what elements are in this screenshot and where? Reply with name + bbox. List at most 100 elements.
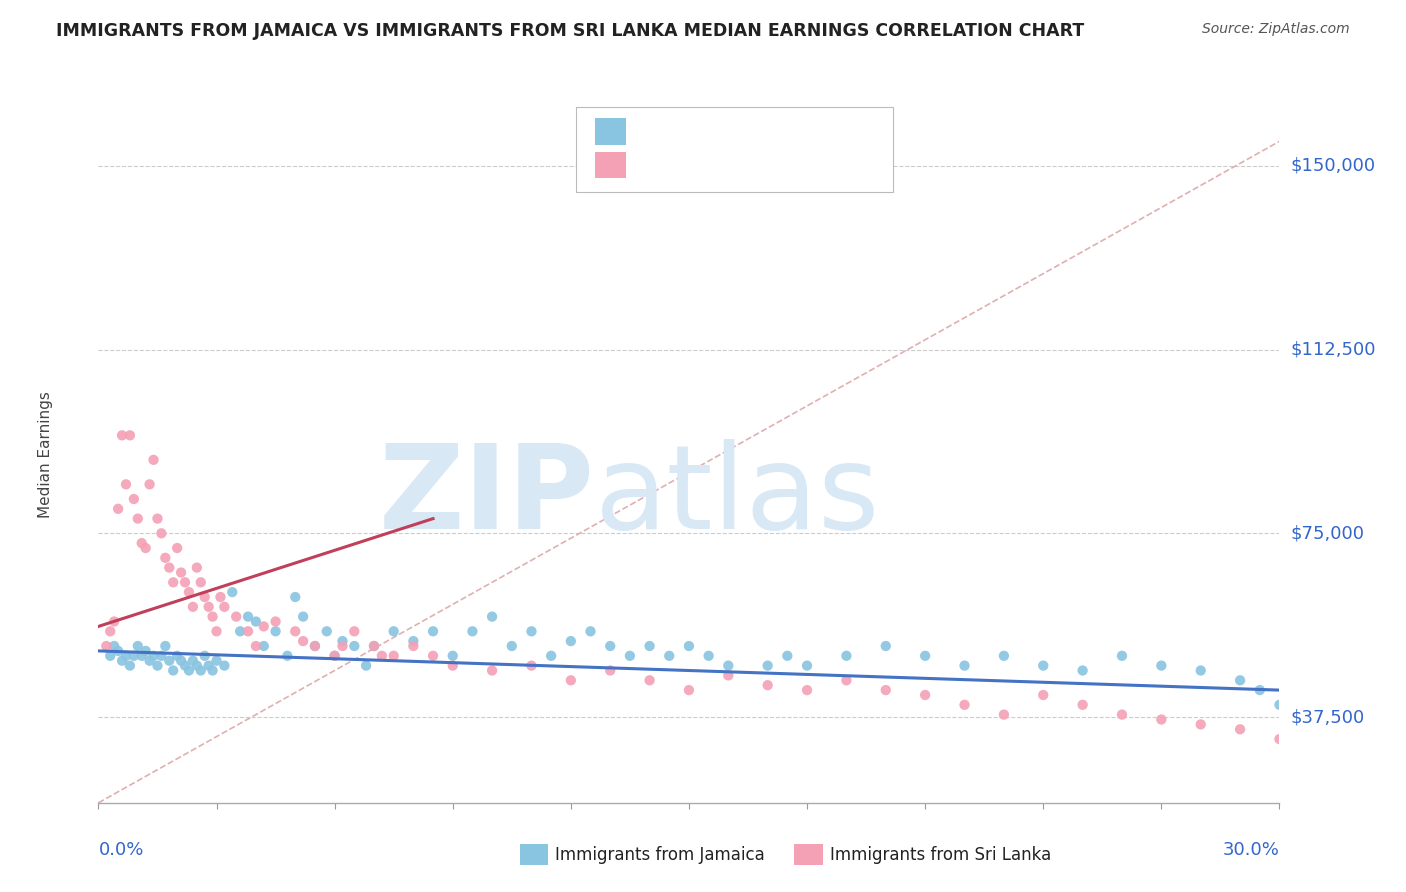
Point	[103, 639, 125, 653]
Point	[201, 609, 224, 624]
Point	[181, 599, 204, 614]
Point	[678, 639, 700, 653]
Text: R = -0.244   N = 88: R = -0.244 N = 88	[634, 122, 797, 140]
Point	[181, 654, 204, 668]
Point	[142, 452, 165, 467]
Point	[599, 664, 621, 678]
Point	[115, 477, 138, 491]
Point	[382, 624, 405, 639]
Point	[197, 599, 219, 614]
Point	[315, 624, 337, 639]
Point	[214, 658, 236, 673]
Point	[560, 673, 582, 688]
Point	[1032, 658, 1054, 673]
Text: R =  0.222   N = 69: R = 0.222 N = 69	[634, 156, 797, 174]
Point	[619, 648, 641, 663]
Point	[111, 428, 134, 442]
Point	[122, 648, 145, 663]
Point	[174, 575, 197, 590]
Point	[304, 639, 326, 653]
Point	[717, 668, 740, 682]
Point	[177, 585, 200, 599]
Text: Immigrants from Jamaica: Immigrants from Jamaica	[555, 846, 765, 863]
Point	[697, 648, 720, 663]
Point	[1229, 723, 1251, 737]
Point	[131, 648, 153, 663]
Point	[599, 639, 621, 653]
Point	[253, 639, 276, 653]
Point	[292, 609, 315, 624]
Point	[1071, 664, 1094, 678]
Point	[221, 585, 243, 599]
Point	[520, 658, 543, 673]
Point	[118, 658, 141, 673]
Point	[717, 658, 740, 673]
Point	[481, 664, 503, 678]
Point	[284, 624, 307, 639]
Point	[953, 658, 976, 673]
Point	[245, 639, 267, 653]
Point	[157, 560, 180, 574]
Point	[875, 639, 897, 653]
Point	[402, 639, 425, 653]
Point	[1150, 658, 1173, 673]
Text: $112,500: $112,500	[1291, 341, 1376, 359]
Point	[292, 634, 315, 648]
Point	[146, 658, 169, 673]
Point	[332, 634, 354, 648]
Point	[1268, 698, 1291, 712]
Point	[155, 550, 177, 565]
Point	[1308, 693, 1330, 707]
Text: $150,000: $150,000	[1291, 157, 1375, 175]
Point	[131, 536, 153, 550]
Point	[678, 683, 700, 698]
Point	[1111, 707, 1133, 722]
Point	[560, 634, 582, 648]
Point	[225, 609, 247, 624]
Point	[422, 648, 444, 663]
Point	[138, 477, 160, 491]
Point	[363, 639, 385, 653]
Point	[162, 664, 184, 678]
Point	[914, 648, 936, 663]
Point	[111, 654, 134, 668]
Point	[520, 624, 543, 639]
Point	[150, 648, 173, 663]
Point	[875, 683, 897, 698]
Point	[177, 664, 200, 678]
Point	[1386, 698, 1406, 712]
Point	[1347, 688, 1369, 702]
Point	[155, 639, 177, 653]
Point	[441, 648, 464, 663]
Point	[796, 683, 818, 698]
Point	[214, 599, 236, 614]
Point	[1189, 664, 1212, 678]
Point	[371, 648, 394, 663]
Point	[382, 648, 405, 663]
Point	[343, 624, 366, 639]
Point	[170, 566, 193, 580]
Point	[98, 624, 121, 639]
Point	[150, 526, 173, 541]
Point	[835, 648, 858, 663]
Point	[481, 609, 503, 624]
Point	[135, 644, 157, 658]
Point	[166, 648, 188, 663]
Text: 0.0%: 0.0%	[98, 841, 143, 859]
Point	[209, 590, 232, 604]
Point	[304, 639, 326, 653]
Text: 30.0%: 30.0%	[1223, 841, 1279, 859]
Point	[501, 639, 523, 653]
Point	[354, 658, 377, 673]
Point	[914, 688, 936, 702]
Point	[993, 707, 1015, 722]
Point	[197, 658, 219, 673]
Point	[138, 654, 160, 668]
Point	[1189, 717, 1212, 731]
Point	[835, 673, 858, 688]
Point	[756, 658, 779, 673]
Point	[162, 575, 184, 590]
Point	[157, 654, 180, 668]
Point	[264, 624, 287, 639]
Point	[1111, 648, 1133, 663]
